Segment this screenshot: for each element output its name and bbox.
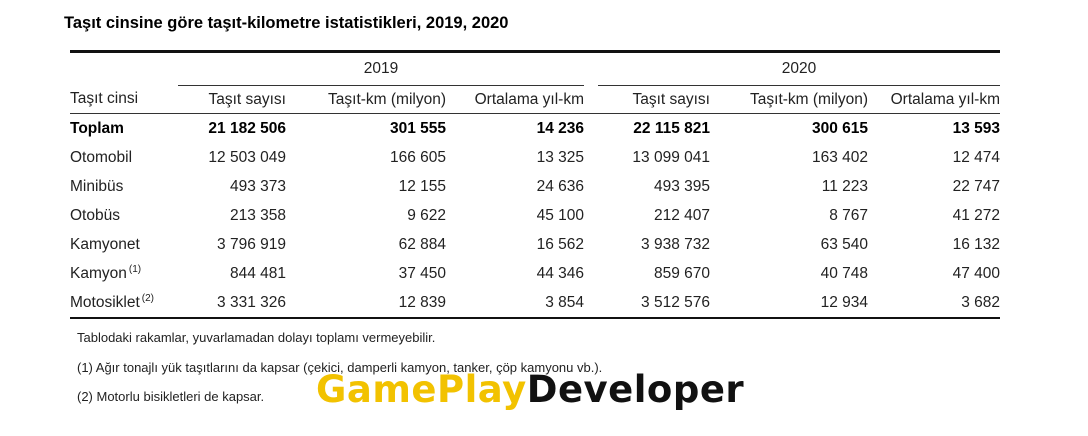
cell-avg-2019: 24 636 bbox=[536, 177, 584, 195]
year-2020-header: 2020 bbox=[598, 50, 1000, 86]
watermark-part-1: GamePlay bbox=[316, 368, 527, 411]
cell-km-2019: 62 884 bbox=[398, 235, 446, 253]
cell-count-2019: 213 358 bbox=[229, 206, 286, 224]
row-label: Minibüs bbox=[70, 172, 178, 201]
year-2019-header: 2019 bbox=[178, 50, 584, 86]
table-row: Minibüs 493 373 12 155 24 636 493 395 11 223 2… bbox=[70, 172, 1000, 201]
header-km-2019: Taşıt-km (milyon) bbox=[286, 85, 446, 114]
row-label-text: Toplam bbox=[70, 119, 124, 137]
table-body: Toplam 21 182 506 301 555 14 236 22 115 821 3… bbox=[70, 114, 1000, 319]
row-label: Kamyonet bbox=[70, 230, 178, 259]
row-label: Motosiklet (2) bbox=[70, 288, 178, 319]
header-vehicle-type: Taşıt cinsi bbox=[70, 85, 178, 114]
vehicle-km-table: 2019 2020 Taşıt cinsi Taşıt sayısı Taşıt… bbox=[70, 50, 1000, 319]
year-header-row: 2019 2020 bbox=[70, 50, 1000, 86]
cell-km-2020: 40 748 bbox=[820, 264, 868, 282]
watermark-logo: GamePlayDeveloper bbox=[316, 368, 744, 411]
row-label: Otobüs bbox=[70, 201, 178, 230]
watermark-part-2: Developer bbox=[526, 368, 745, 411]
cell-count-2019: 844 481 bbox=[229, 264, 286, 282]
row-label-text: Otomobil bbox=[70, 148, 133, 166]
cell-count-2020: 212 407 bbox=[653, 206, 710, 224]
cell-avg-2020: 3 682 bbox=[868, 288, 1000, 319]
header-avg-2019: Ortalama yıl-km bbox=[446, 85, 584, 114]
row-label: Kamyon (1) bbox=[70, 259, 178, 288]
cell-km-2020: 300 615 bbox=[811, 119, 868, 137]
cell-km-2020: 63 540 bbox=[820, 235, 868, 253]
cell-km-2019: 166 605 bbox=[389, 148, 446, 166]
header-count-2019: Taşıt sayısı bbox=[178, 85, 286, 114]
cell-avg-2019: 3 854 bbox=[446, 288, 584, 319]
table-title: Taşıt cinsine göre taşıt-kilometre istat… bbox=[64, 14, 509, 32]
cell-count-2019: 3 796 919 bbox=[217, 235, 286, 253]
cell-avg-2019: 45 100 bbox=[536, 206, 584, 224]
cell-km-2019: 37 450 bbox=[398, 264, 446, 282]
row-label-text: Kamyonet bbox=[70, 235, 140, 253]
cell-count-2020: 859 670 bbox=[653, 264, 710, 282]
note-rounding: Tablodaki rakamlar, yuvarlamadan dolayı … bbox=[77, 330, 436, 345]
cell-count-2019: 493 373 bbox=[229, 177, 286, 195]
cell-avg-2019: 44 346 bbox=[536, 264, 584, 282]
row-label-text: Otobüs bbox=[70, 206, 120, 224]
note-footnote-2: (2) Motorlu bisikletleri de kapsar. bbox=[77, 389, 265, 404]
cell-km-2020: 11 223 bbox=[821, 177, 868, 195]
table-row: Kamyonet 3 796 919 62 884 16 562 3 938 732 63… bbox=[70, 230, 1000, 259]
cell-km-2019: 12 155 bbox=[398, 177, 446, 195]
footnote-marker: (1) bbox=[128, 264, 142, 275]
cell-avg-2019: 14 236 bbox=[536, 119, 584, 137]
row-label-text: Motosiklet bbox=[70, 294, 140, 311]
cell-avg-2019: 16 562 bbox=[536, 235, 584, 253]
note-footnote-1: (1) Ağır tonajlı yük taşıtlarını da kaps… bbox=[77, 360, 603, 375]
table-row: Toplam 21 182 506 301 555 14 236 22 115 821 3… bbox=[70, 114, 1000, 144]
cell-count-2020: 3 512 576 bbox=[598, 288, 710, 319]
cell-count-2020: 3 938 732 bbox=[641, 235, 710, 253]
cell-km-2020: 8 767 bbox=[829, 206, 868, 224]
cell-count-2019: 3 331 326 bbox=[178, 288, 286, 319]
cell-avg-2020: 22 747 bbox=[952, 177, 1000, 195]
footnote-marker: (2) bbox=[141, 293, 155, 304]
header-avg-2020: Ortalama yıl-km bbox=[868, 85, 1000, 114]
cell-count-2020: 493 395 bbox=[653, 177, 710, 195]
cell-km-2020: 163 402 bbox=[811, 148, 868, 166]
header-km-2020: Taşıt-km (milyon) bbox=[710, 85, 868, 114]
cell-avg-2020: 12 474 bbox=[952, 148, 1000, 166]
cell-avg-2020: 41 272 bbox=[952, 206, 1000, 224]
table-row: Motosiklet (2) 3 331 326 12 839 3 854 3 512 5… bbox=[70, 288, 1000, 319]
row-label: Otomobil bbox=[70, 143, 178, 172]
row-label: Toplam bbox=[70, 114, 178, 144]
table-row: Otobüs 213 358 9 622 45 100 212 407 8 767 41 2… bbox=[70, 201, 1000, 230]
cell-avg-2020: 47 400 bbox=[952, 264, 1000, 282]
cell-avg-2019: 13 325 bbox=[536, 148, 584, 166]
cell-km-2019: 12 839 bbox=[286, 288, 446, 319]
cell-km-2019: 9 622 bbox=[407, 206, 446, 224]
header-count-2020: Taşıt sayısı bbox=[598, 85, 710, 114]
cell-count-2020: 13 099 041 bbox=[632, 148, 710, 166]
column-header-row: Taşıt cinsi Taşıt sayısı Taşıt-km (milyo… bbox=[70, 85, 1000, 114]
table-row: Otomobil 12 503 049 166 605 13 325 13 099 04… bbox=[70, 143, 1000, 172]
cell-km-2020: 12 934 bbox=[710, 288, 868, 319]
cell-km-2019: 301 555 bbox=[389, 119, 446, 137]
cell-count-2019: 21 182 506 bbox=[208, 119, 286, 137]
cell-count-2019: 12 503 049 bbox=[208, 148, 286, 166]
row-label-text: Kamyon bbox=[70, 265, 127, 282]
cell-avg-2020: 16 132 bbox=[952, 235, 1000, 253]
table-row: Kamyon (1) 844 481 37 450 44 346 859 670 40 74… bbox=[70, 259, 1000, 288]
cell-count-2020: 22 115 821 bbox=[633, 119, 710, 137]
cell-avg-2020: 13 593 bbox=[952, 119, 1000, 137]
row-label-text: Minibüs bbox=[70, 177, 124, 195]
